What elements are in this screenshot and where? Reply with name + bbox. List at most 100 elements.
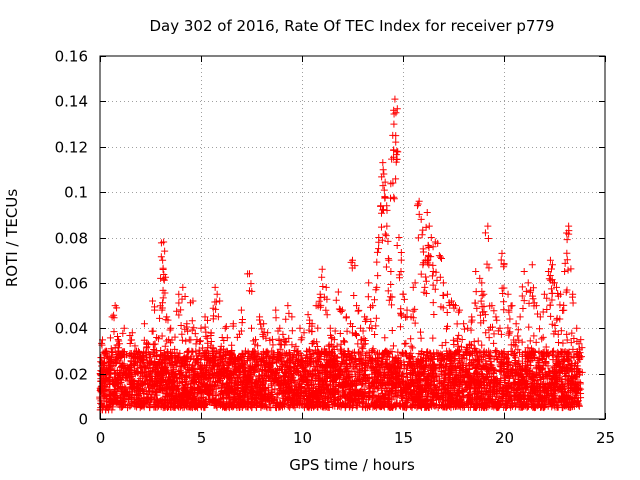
band-point [214, 378, 222, 386]
band-point [255, 377, 263, 385]
band-point [559, 339, 567, 347]
band-point [138, 402, 146, 410]
band-point [190, 374, 198, 382]
band-point [209, 399, 217, 407]
band-point [563, 330, 571, 338]
band-point [322, 385, 330, 393]
band-point [274, 390, 282, 398]
band-point [472, 348, 480, 356]
band-point [555, 395, 563, 403]
band-point [162, 393, 170, 401]
band-point [547, 399, 555, 407]
band-point [353, 376, 361, 384]
band-point [316, 392, 324, 400]
band-point [472, 363, 480, 371]
band-point [338, 381, 346, 389]
band-point [399, 350, 407, 358]
band-point [192, 340, 200, 348]
band-point [448, 356, 456, 364]
band-point [283, 361, 291, 369]
band-point [245, 352, 253, 360]
band-point [554, 352, 562, 360]
band-point [473, 387, 481, 395]
band-point [571, 388, 579, 396]
band-point [97, 353, 105, 361]
band-point [496, 400, 504, 408]
band-point [158, 332, 166, 340]
band-point [114, 332, 122, 340]
band-point [269, 341, 277, 349]
band-point [130, 378, 138, 386]
band-point [444, 393, 452, 401]
band-point [417, 402, 425, 410]
band-point [140, 359, 148, 367]
band-point [171, 358, 179, 366]
band-point [349, 382, 357, 390]
band-point [428, 402, 436, 410]
band-point [528, 368, 536, 376]
band-point [542, 359, 550, 367]
band-point [399, 382, 407, 390]
band-point [179, 397, 187, 405]
band-point [513, 385, 521, 393]
band-point [336, 394, 344, 402]
band-point [447, 359, 455, 367]
band-point [324, 398, 332, 406]
band-point [433, 355, 441, 363]
band-point [387, 368, 395, 376]
band-point [234, 397, 242, 405]
band-point [524, 344, 532, 352]
band-point [449, 351, 457, 359]
band-point [437, 392, 445, 400]
band-point [554, 369, 562, 377]
band-point [562, 401, 570, 409]
band-point [279, 394, 287, 402]
band-point [557, 366, 565, 374]
band-point [307, 370, 315, 378]
band-point [553, 361, 561, 369]
band-point [301, 387, 309, 395]
band-point [148, 394, 156, 402]
band-point [197, 365, 205, 373]
band-point [408, 375, 416, 383]
band-point [468, 351, 476, 359]
band-point [113, 398, 121, 406]
band-point [508, 367, 516, 375]
band-point [559, 367, 567, 375]
band-point [112, 359, 120, 367]
band-point [351, 356, 359, 364]
band-point [279, 330, 287, 338]
band-point [207, 338, 215, 346]
band-point [419, 388, 427, 396]
band-point [575, 384, 583, 392]
band-point [265, 386, 273, 394]
band-point [271, 370, 279, 378]
band-point [452, 398, 460, 406]
band-point [293, 351, 301, 359]
band-point [503, 351, 511, 359]
band-point [319, 402, 327, 410]
band-point [405, 354, 413, 362]
band-point [545, 380, 553, 388]
band-point [519, 403, 527, 411]
band-point [337, 403, 345, 411]
band-point [491, 379, 499, 387]
band-point [427, 349, 435, 357]
band-point [250, 347, 258, 355]
band-point [558, 381, 566, 389]
band-point [154, 361, 162, 369]
band-point [392, 402, 400, 410]
band-point [280, 389, 288, 397]
band-point [436, 378, 444, 386]
band-point [107, 345, 115, 353]
band-point [180, 391, 188, 399]
band-point [555, 383, 563, 391]
band-point [275, 381, 283, 389]
band-point [149, 350, 157, 358]
band-point [155, 386, 163, 394]
band-point [330, 399, 338, 407]
band-point [127, 350, 135, 358]
band-point [198, 390, 206, 398]
band-point [156, 367, 164, 375]
